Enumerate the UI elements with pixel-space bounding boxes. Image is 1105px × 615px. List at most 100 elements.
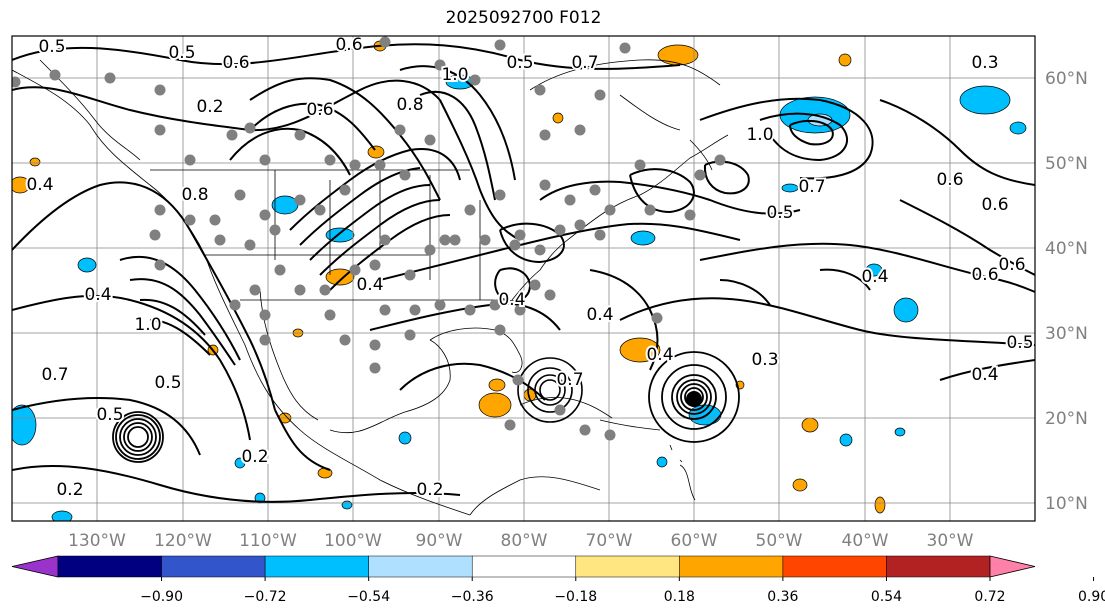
- longitude-label: 50°W: [756, 531, 803, 551]
- contour-label: 0.2: [241, 447, 268, 467]
- station-dot: [369, 339, 381, 351]
- station-dot: [489, 299, 501, 311]
- longitude-label: 100°W: [324, 531, 382, 551]
- station-dot: [434, 59, 446, 71]
- station-dot: [379, 304, 391, 316]
- colorbar-segment: [368, 555, 473, 578]
- contour-label: 0.8: [181, 185, 208, 205]
- station-dot: [684, 209, 696, 221]
- station-dot: [424, 134, 436, 146]
- contour-label: 0.2: [196, 97, 223, 117]
- contour-label: 0.2: [56, 480, 83, 500]
- colorbar-segment: [471, 555, 577, 578]
- station-dot: [324, 154, 336, 166]
- station-dot: [651, 312, 663, 324]
- station-dot: [539, 179, 551, 191]
- contour-label: 1.0: [134, 315, 161, 335]
- latitude-label: 40°N: [1045, 239, 1088, 259]
- station-dot: [494, 189, 506, 201]
- colorbar-tick-label: 0.90: [1078, 589, 1105, 605]
- station-dot: [694, 169, 706, 181]
- station-dot: [564, 194, 576, 206]
- latitude-label: 60°N: [1045, 69, 1088, 89]
- station-dot: [269, 224, 281, 236]
- station-dot: [229, 299, 241, 311]
- station-dot: [434, 299, 446, 311]
- station-dot: [184, 214, 196, 226]
- station-dot: [294, 129, 306, 141]
- cyclone-west: [112, 411, 164, 463]
- cyclone-east: [648, 351, 740, 443]
- colorbar-extend-high: [989, 555, 1036, 578]
- station-dot: [479, 234, 491, 246]
- station-dot: [404, 329, 416, 341]
- station-dot: [12, 76, 21, 88]
- latitude-label: 50°N: [1045, 154, 1088, 174]
- station-dot: [149, 229, 161, 241]
- station-dot: [226, 129, 238, 141]
- contour-label: 0.7: [571, 53, 598, 73]
- colorbar-segment: [782, 555, 887, 578]
- contour-label: 0.8: [396, 95, 423, 115]
- station-dot: [374, 159, 386, 171]
- station-dot: [544, 289, 556, 301]
- station-dot: [349, 159, 361, 171]
- station-dot: [394, 124, 406, 136]
- station-dot: [369, 362, 381, 374]
- station-dot: [509, 239, 521, 251]
- station-dot: [714, 154, 726, 166]
- shaded-fields: [12, 40, 1027, 521]
- colorbar-segment: [575, 555, 680, 578]
- station-dot: [574, 124, 586, 136]
- station-dot: [494, 324, 506, 336]
- colorbar-tick-label: 0.36: [767, 589, 798, 605]
- station-dot: [594, 229, 606, 241]
- contour-label: 0.6: [971, 265, 998, 285]
- map-area: [12, 36, 1035, 521]
- contour-label: 0.3: [971, 53, 998, 73]
- station-dot: [494, 39, 506, 51]
- station-dot: [349, 264, 361, 276]
- map-title: 2025092700 F012: [445, 8, 602, 28]
- contour-label: 0.6: [936, 170, 963, 190]
- station-dot: [409, 304, 421, 316]
- contour-label: 0.7: [798, 177, 825, 197]
- colorbar-tick-label: −0.54: [347, 589, 390, 605]
- colorbar-tick-label: −0.18: [554, 589, 597, 605]
- contour-label: 0.5: [1006, 333, 1033, 353]
- station-dot: [439, 234, 451, 246]
- longitude-label: 30°W: [927, 531, 974, 551]
- contour-label: 0.4: [84, 285, 111, 305]
- station-dot: [469, 74, 481, 86]
- station-dot: [314, 204, 326, 216]
- station-dot: [379, 36, 391, 48]
- station-dot: [259, 154, 271, 166]
- station-dot: [209, 214, 221, 226]
- longitude-label: 40°W: [842, 531, 889, 551]
- colorbar-tick-label: 0.18: [664, 589, 695, 605]
- station-dot: [294, 194, 306, 206]
- station-dot: [234, 189, 246, 201]
- station-dot: [604, 204, 616, 216]
- longitude-label: 90°W: [416, 531, 463, 551]
- contour-label: 0.5: [168, 43, 195, 63]
- contour-label: 0.6: [222, 53, 249, 73]
- longitude-label: 70°W: [586, 531, 633, 551]
- contour-label: 0.4: [498, 290, 525, 310]
- longitude-label: 60°W: [671, 531, 718, 551]
- station-dot: [589, 184, 601, 196]
- station-dot: [529, 279, 541, 291]
- contour-label: 0.5: [38, 37, 65, 57]
- contour-label: 0.5: [154, 373, 181, 393]
- contour-label: 0.4: [971, 365, 998, 385]
- contour-label: 0.4: [861, 267, 888, 287]
- longitude-label: 120°W: [154, 531, 212, 551]
- station-dot: [464, 304, 476, 316]
- contour-label: 0.7: [41, 365, 68, 385]
- station-dot: [154, 204, 166, 216]
- station-dot: [244, 122, 256, 134]
- cyclone-center: [686, 391, 702, 407]
- station-dot: [534, 244, 546, 256]
- station-dot: [634, 159, 646, 171]
- station-dot: [449, 234, 461, 246]
